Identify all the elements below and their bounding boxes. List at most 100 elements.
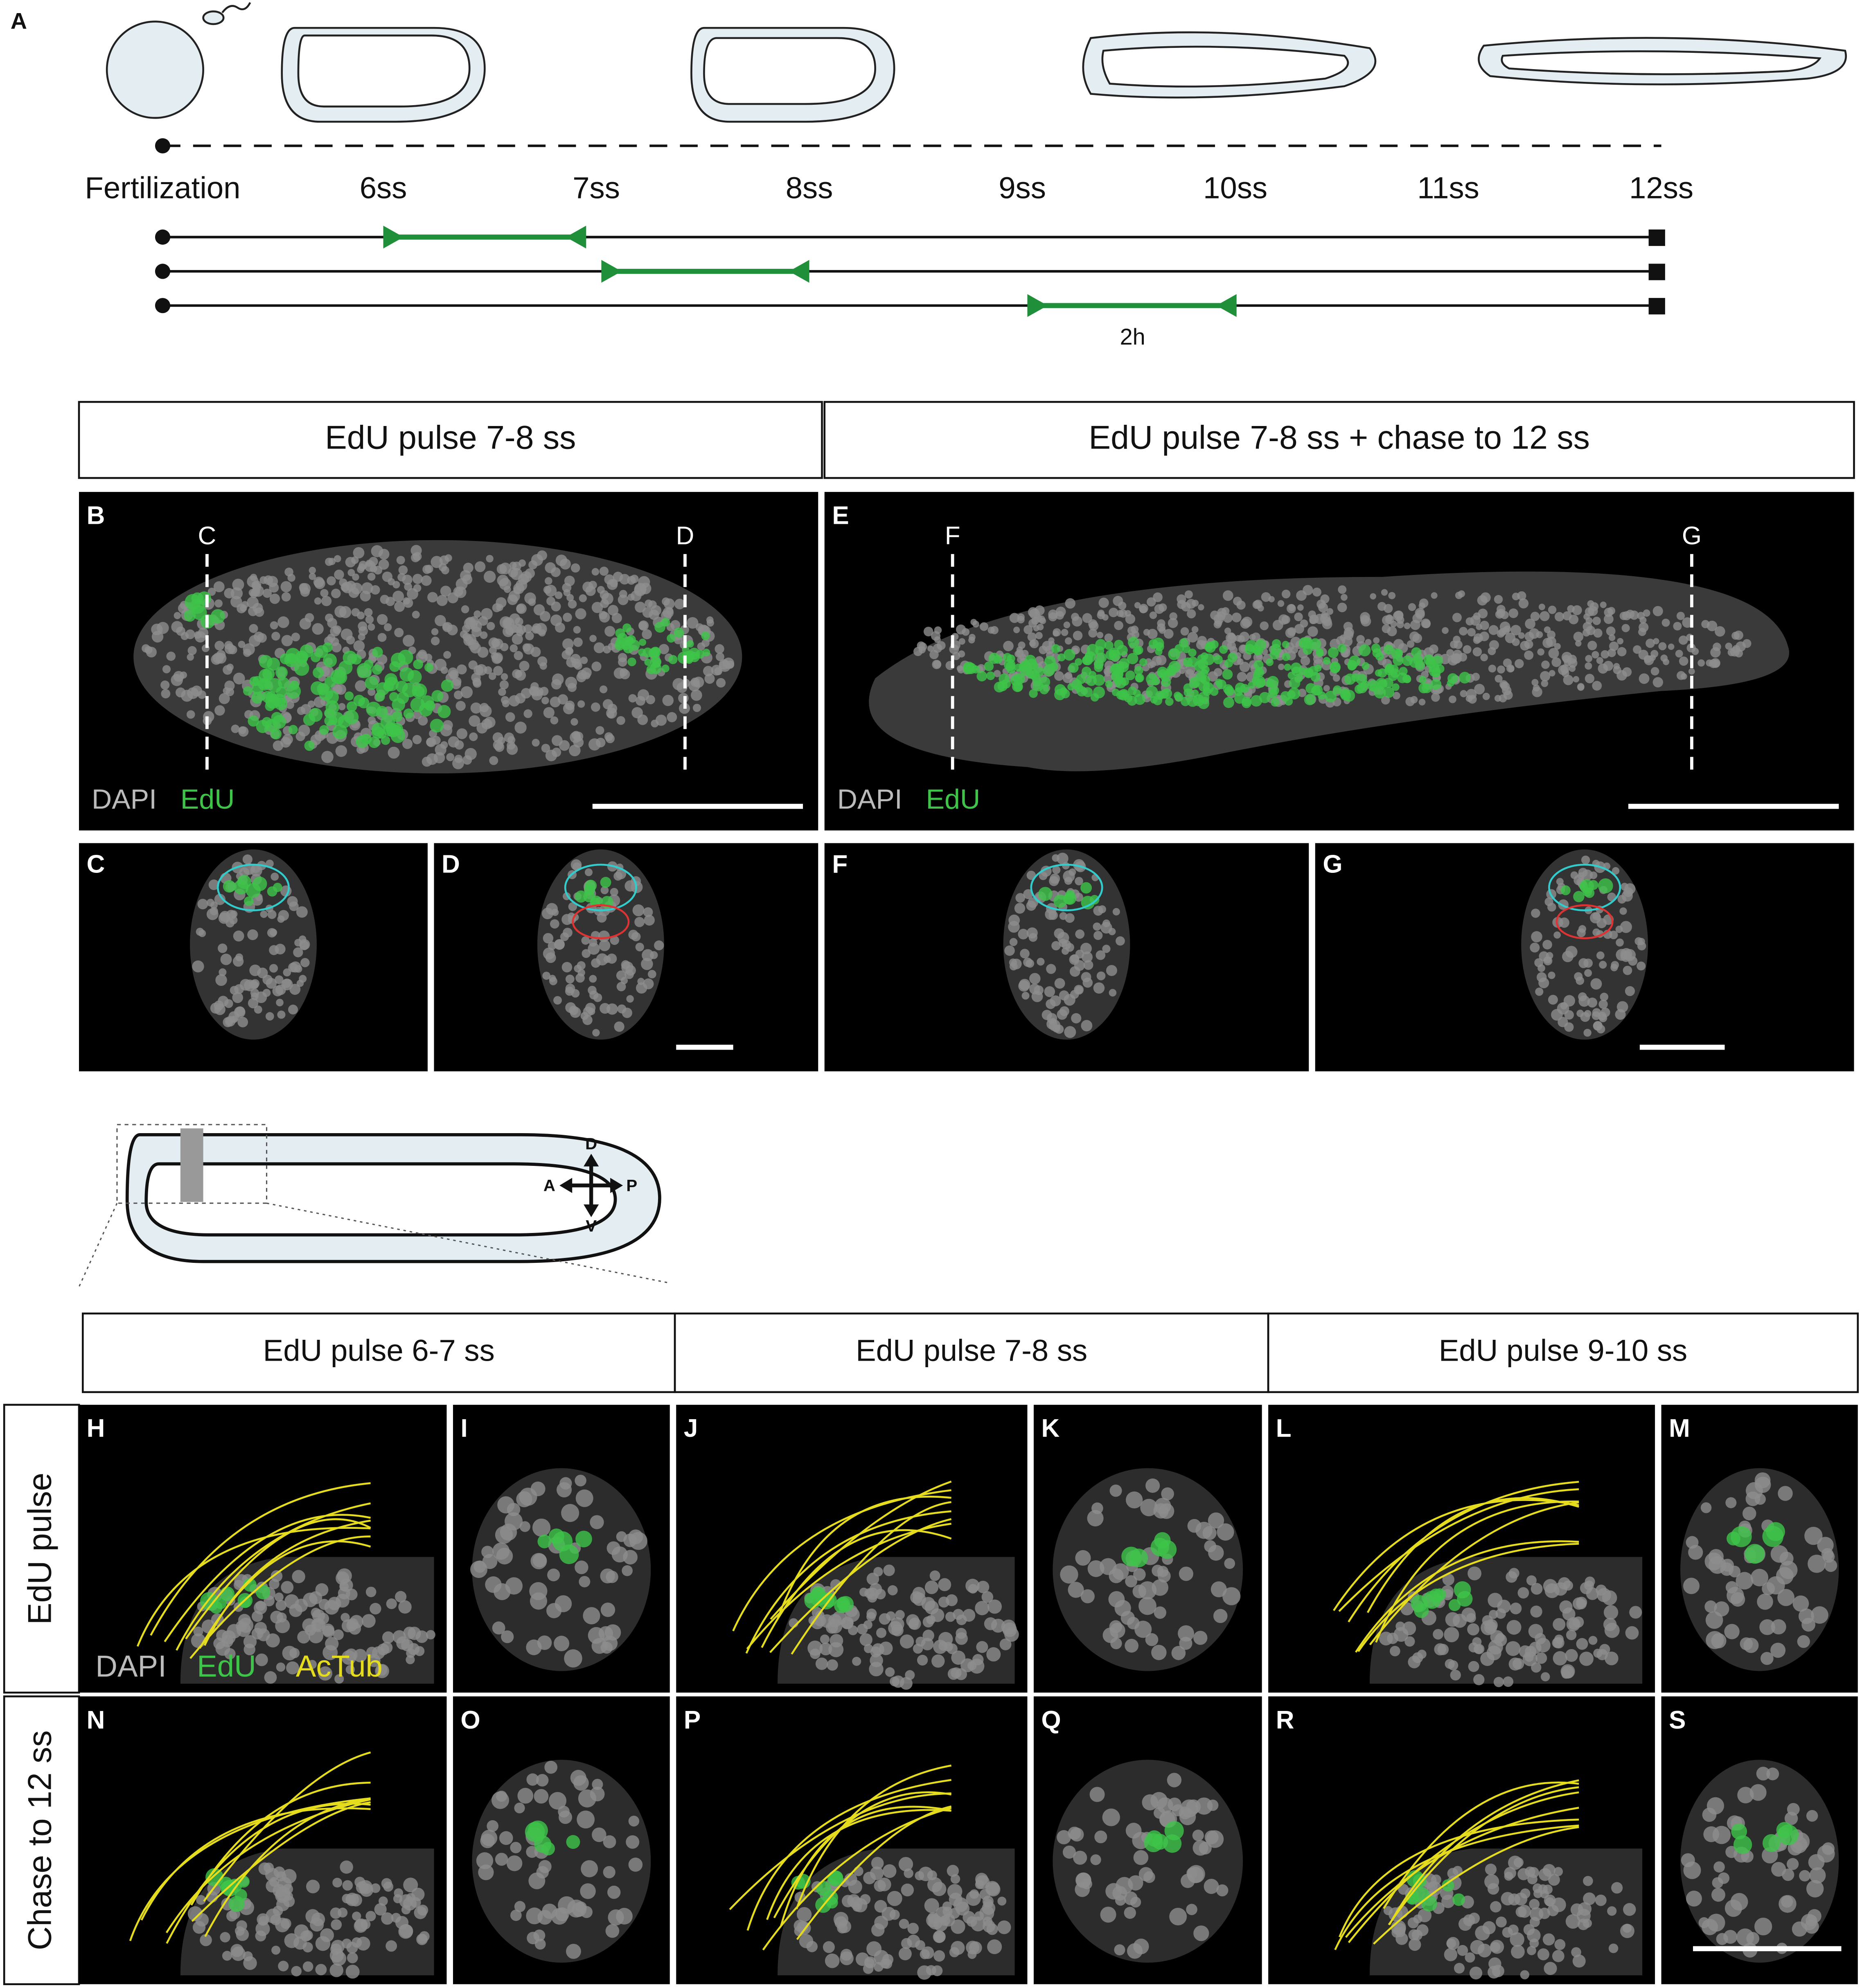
nucleus — [645, 600, 653, 608]
nucleus — [1393, 692, 1400, 700]
nucleus — [1481, 1620, 1496, 1635]
nucleus — [1075, 877, 1083, 886]
nucleus — [1231, 612, 1242, 622]
nucleus — [291, 632, 300, 642]
nucleus — [577, 961, 586, 970]
nucleus — [254, 1005, 262, 1014]
nucleus — [1054, 671, 1064, 681]
nucleus — [1150, 1537, 1170, 1557]
axon — [791, 1501, 951, 1655]
nucleus — [951, 1919, 965, 1934]
nucleus — [997, 1896, 1007, 1906]
nucleus — [1418, 683, 1429, 694]
nucleus — [1151, 677, 1160, 686]
nucleus — [646, 695, 655, 705]
nucleus — [302, 1942, 313, 1953]
nucleus — [288, 962, 298, 973]
nucleus — [1381, 696, 1390, 705]
nucleus — [255, 1585, 271, 1600]
nucleus — [247, 929, 258, 940]
nucleus — [1278, 663, 1285, 670]
nucleus — [1623, 966, 1632, 975]
nucleus — [1615, 925, 1623, 933]
nucleus — [1811, 1606, 1828, 1624]
panel-label: H — [87, 1414, 105, 1443]
nucleus — [187, 687, 199, 699]
nucleus — [1718, 1872, 1730, 1884]
nucleus — [1145, 1478, 1160, 1493]
nucleus — [1579, 1652, 1594, 1666]
nucleus — [1375, 652, 1384, 661]
nucleus — [1518, 598, 1529, 609]
nucleus — [574, 661, 582, 670]
nucleus — [880, 1959, 890, 1969]
nucleus — [353, 547, 365, 559]
nucleus — [1308, 610, 1316, 619]
nucleus — [1465, 1952, 1475, 1963]
nucleus — [485, 1576, 502, 1593]
nucleus — [1312, 587, 1321, 597]
nucleus — [1063, 893, 1074, 905]
nucleus — [1198, 604, 1204, 611]
nucleus — [271, 1945, 281, 1955]
nucleus — [259, 669, 273, 683]
nucleus — [1701, 620, 1710, 629]
nucleus — [510, 1909, 522, 1921]
nucleus — [1381, 589, 1388, 596]
nucleus — [1224, 627, 1231, 634]
nucleus — [1070, 1828, 1084, 1841]
nucleus — [1750, 1569, 1769, 1587]
nucleus — [436, 595, 448, 606]
nucleus — [233, 672, 245, 685]
nucleus — [1497, 665, 1505, 674]
nucleus — [1390, 668, 1400, 678]
nucleus — [1600, 601, 1607, 609]
nucleus — [493, 666, 503, 676]
nucleus — [549, 975, 556, 982]
nucleus — [588, 738, 601, 751]
nucleus — [1134, 666, 1143, 675]
nucleus — [1628, 956, 1638, 966]
nucleus — [913, 1643, 923, 1654]
nucleus — [1343, 630, 1354, 640]
nucleus — [1697, 659, 1705, 667]
nucleus — [1581, 855, 1590, 865]
nucleus — [225, 918, 234, 928]
nucleus — [1325, 690, 1337, 703]
nucleus — [1215, 678, 1223, 686]
nucleus — [1609, 931, 1618, 940]
nucleus — [828, 1642, 844, 1657]
nucleus — [526, 1773, 539, 1786]
nucleus — [1515, 1906, 1527, 1918]
nucleus — [473, 610, 481, 618]
nucleus — [1179, 667, 1186, 674]
nucleus — [639, 638, 647, 646]
nucleus — [1048, 612, 1057, 622]
nucleus — [289, 984, 301, 995]
nucleus — [1413, 1914, 1422, 1924]
nucleus — [525, 568, 535, 579]
nucleus — [1592, 912, 1601, 920]
nucleus — [1661, 618, 1670, 627]
nucleus — [543, 933, 554, 944]
nucleus — [283, 968, 291, 977]
nucleus — [1488, 1639, 1503, 1655]
nucleus — [901, 1938, 912, 1949]
nucleus — [1020, 949, 1030, 959]
nucleus — [214, 640, 224, 651]
nucleus — [1052, 866, 1061, 874]
nucleus — [1682, 617, 1693, 628]
nucleus — [1613, 666, 1621, 674]
nucleus — [1127, 626, 1136, 635]
nucleus — [1303, 585, 1313, 595]
nucleus — [294, 1598, 308, 1612]
nucleus — [304, 740, 315, 751]
nucleus — [496, 604, 503, 611]
nucleus — [1038, 887, 1053, 901]
nucleus — [391, 1913, 401, 1923]
nucleus — [403, 1878, 418, 1893]
nucleus — [1288, 687, 1301, 700]
nucleus — [863, 1963, 874, 1974]
row-label: EdU pulse — [21, 1473, 58, 1625]
roi — [1548, 863, 1621, 911]
